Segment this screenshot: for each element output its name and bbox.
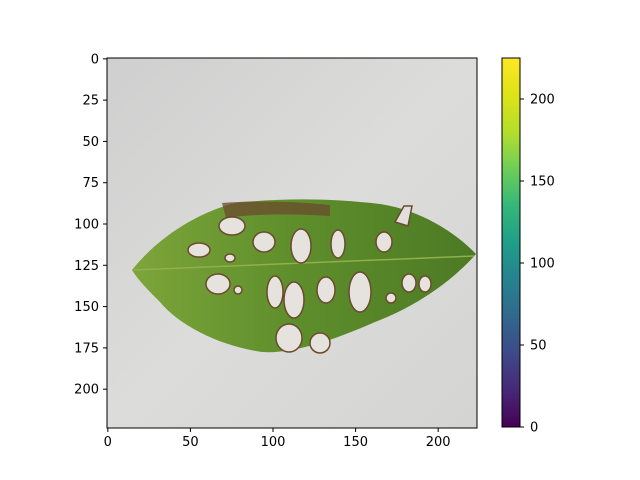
y-tick-label: 50 [82,135,99,150]
x-axis: 0 50 100 150 200 [104,428,451,450]
colorbar [501,57,521,428]
x-tick-label: 100 [261,435,286,450]
y-tick-label: 25 [82,94,99,109]
y-tick-label: 175 [74,341,99,356]
colorbar-tick-label: 0 [530,421,538,436]
image-frame [106,57,478,429]
colorbar-tick-label: 50 [530,339,547,354]
y-tick-label: 125 [74,259,99,274]
y-tick-label: 0 [91,52,99,67]
y-tick-label: 200 [74,383,99,398]
y-tick-label: 75 [82,176,99,191]
colorbar-axis: 0 50 100 150 200 [520,93,555,436]
leaf-damaged-edge [222,201,330,218]
x-tick-label: 50 [182,435,199,450]
x-tick-label: 0 [104,435,112,450]
leaf-holes [187,216,432,354]
x-tick-label: 200 [426,435,451,450]
x-tick-label: 150 [343,435,368,450]
y-tick-label: 100 [74,218,99,233]
y-tick-label: 150 [74,300,99,315]
leaf-top-notch [393,205,413,227]
y-axis: 0 25 50 75 100 125 150 175 200 [74,52,107,398]
colorbar-tick-label: 200 [530,93,555,108]
colorbar-tick-label: 150 [530,175,555,190]
colorbar-tick-label: 100 [530,257,555,272]
image-panel [107,58,477,428]
leaf-midrib [133,255,475,271]
